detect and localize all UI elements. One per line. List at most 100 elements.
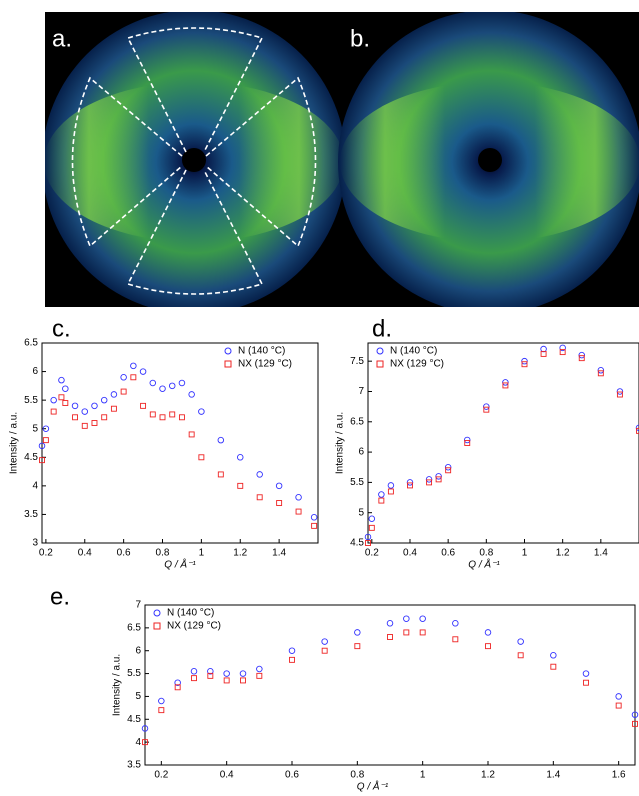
panel-label: a. (52, 25, 72, 52)
point (42, 437, 49, 444)
point (483, 403, 490, 410)
y-tick-label: 6 (135, 645, 141, 656)
chart: e. 0.2 0.4 0.6 0.8 1 1.2 1.4 1.6 3.5 4 4.5 5 5.5 6 6.5 7… (50, 583, 639, 793)
y-tick-label: 4.5 (350, 538, 364, 549)
point (191, 675, 197, 682)
point (198, 454, 205, 461)
point (207, 668, 214, 675)
beamstop-a (182, 148, 206, 172)
point (256, 672, 263, 679)
plot-frame (144, 604, 636, 766)
point (142, 739, 148, 746)
y-tick-label: 4.5 (127, 714, 141, 725)
point (452, 636, 459, 643)
y-tick-label: 3.5 (24, 509, 38, 520)
point (354, 643, 361, 650)
legend-label: NX (129 °C) (167, 621, 221, 632)
y-tick-label: 5.5 (350, 477, 364, 488)
point (485, 643, 491, 650)
y-tick-label: 6 (32, 366, 38, 377)
x-tick-label: 1.6 (612, 770, 626, 781)
y-tick-label: 3.5 (127, 760, 141, 771)
point (62, 385, 69, 392)
point (288, 647, 296, 654)
y-tick-label: 6.5 (350, 416, 364, 427)
point (276, 500, 283, 506)
point (72, 414, 78, 421)
point (463, 436, 471, 444)
point (406, 479, 414, 486)
point (578, 355, 585, 362)
point (378, 491, 385, 498)
x-tick-label: 0.4 (220, 770, 234, 781)
x-tick-label: 1.2 (556, 548, 570, 559)
point (240, 677, 246, 684)
point (321, 638, 328, 645)
legend-marker (153, 609, 161, 617)
point (632, 720, 638, 727)
point (237, 454, 244, 461)
point (174, 679, 181, 686)
x-tick-label: 1 (199, 548, 205, 559)
point (583, 679, 589, 686)
point (435, 473, 442, 480)
images (45, 12, 639, 307)
point (110, 405, 117, 412)
point (91, 402, 98, 410)
point (62, 400, 69, 406)
y-tick-label: 4.5 (24, 452, 38, 463)
y-tick-label: 7 (358, 386, 364, 397)
beamstop-b (478, 148, 502, 172)
point (321, 647, 328, 654)
point (387, 482, 395, 489)
y-tick-label: 4 (32, 480, 38, 491)
point (387, 488, 394, 495)
x-axis-label: Q / Å⁻¹ (468, 558, 500, 571)
sector-outlines (71, 27, 317, 295)
point (223, 677, 230, 684)
y-axis-label: Intensity / a.u. (112, 654, 123, 716)
point (159, 385, 166, 392)
point (110, 391, 118, 398)
point (50, 408, 57, 415)
point (559, 349, 566, 356)
point (403, 615, 410, 622)
point (130, 362, 137, 370)
point (445, 467, 452, 474)
point (295, 508, 302, 515)
point (207, 672, 214, 679)
point (597, 370, 604, 377)
point (540, 350, 547, 357)
point (615, 702, 622, 709)
x-tick-label: 1.4 (272, 548, 286, 559)
point (559, 344, 566, 352)
point (71, 402, 79, 410)
point (403, 629, 410, 636)
point (635, 424, 639, 432)
x-axis-label: Q / Å⁻¹ (164, 558, 196, 571)
point (578, 351, 585, 359)
legend-marker (376, 360, 384, 368)
y-tick-label: 6.5 (127, 622, 141, 633)
panel-label: e. (50, 583, 70, 610)
chart: d. 0.2 0.4 0.6 0.8 1 1.2 1.4 4.5 5 5.5 6 6.5 7 7.5 Q / … (335, 315, 639, 571)
x-tick-label: 1.2 (481, 770, 495, 781)
x-tick-label: 0.6 (117, 548, 131, 559)
point (616, 388, 624, 395)
point (217, 436, 225, 444)
point (169, 411, 176, 418)
x-tick-label: 0.4 (78, 548, 92, 559)
point (483, 406, 490, 413)
point (39, 457, 45, 464)
point (540, 345, 547, 353)
x-tick-label: 0.2 (39, 548, 53, 559)
point (517, 638, 524, 645)
point (425, 476, 433, 483)
point (81, 408, 89, 415)
point (311, 522, 318, 529)
point (188, 391, 195, 398)
point (256, 471, 263, 478)
point (275, 482, 283, 490)
point (188, 431, 195, 438)
x-tick-label: 0.8 (479, 548, 493, 559)
